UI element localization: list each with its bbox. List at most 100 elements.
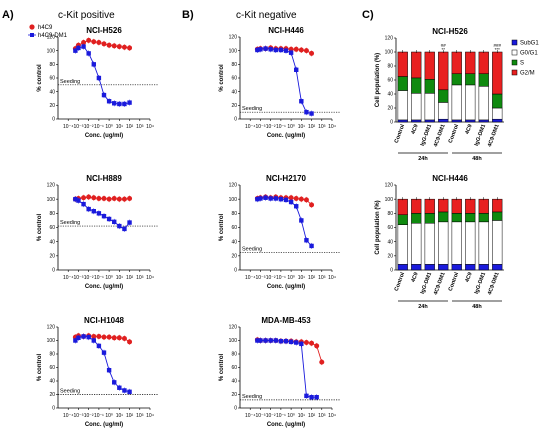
data-point-h4c9: [116, 335, 122, 341]
seeding-label: Seeding: [60, 389, 80, 395]
y-tick-label: 0: [52, 406, 55, 412]
bar-segment-g2m: [424, 198, 435, 214]
bar-segment-s: [465, 213, 476, 223]
panel-a-letter: A): [2, 9, 14, 21]
x-tick-label: 10⁻⁴: [245, 124, 255, 130]
data-point-h4c9-dm1: [86, 51, 91, 56]
x-tick-label: 10³: [318, 413, 326, 419]
y-tick-label: 60: [231, 365, 237, 371]
y-tick-label: 100: [229, 48, 238, 54]
category-label: 4C9-DM1: [433, 272, 447, 296]
bar-segment-g2m: [424, 51, 435, 80]
bar-segment-g2m: [451, 198, 462, 214]
x-tick-label: 10⁻⁴: [63, 413, 73, 419]
data-point-h4c9: [106, 196, 112, 202]
bar-segment-subg1: [438, 264, 449, 271]
data-point-h4c9-dm1: [288, 339, 294, 345]
bar-segment-s: [451, 213, 462, 223]
data-point-h4c9-dm1: [76, 335, 81, 340]
chart-title: NCI-H889: [86, 174, 122, 183]
bar-segment-g0g1: [411, 93, 422, 121]
seeding-label: Seeding: [60, 220, 80, 226]
x-tick-label: 10⁻¹: [94, 275, 104, 281]
x-tick-label: 10³: [136, 413, 144, 419]
y-tick-label: 40: [387, 92, 393, 98]
chart-c_h446: NCI-H446 0 20 40 60 80 100 120 Cell population (…: [375, 174, 504, 310]
chart-h889: NCI-H889 0 20 40 60 80 100 120 % control 10⁻⁴ 10⁻³…: [37, 174, 158, 290]
data-point-h4c9-dm1: [117, 385, 122, 390]
x-tick-label: 10⁻³: [74, 275, 84, 281]
x-tick-label: 10⁰: [287, 275, 295, 281]
data-point-h4c9-dm1: [91, 209, 96, 214]
y-tick-label: 100: [47, 48, 56, 54]
data-point-h4c9-dm1: [263, 195, 268, 200]
y-tick-label: 80: [49, 352, 55, 358]
panel-a-title: c-Kit positive: [58, 10, 115, 21]
data-point-h4c9-dm1: [96, 343, 102, 349]
category-label: Control: [394, 271, 406, 292]
y-tick-label: 40: [387, 239, 393, 245]
bar-segment-s: [492, 93, 503, 109]
x-tick-label: 10¹: [116, 413, 124, 419]
bar-segment-g0g1: [492, 107, 503, 120]
data-point-h4c9-dm1: [258, 196, 263, 201]
data-point-h4c9: [309, 202, 315, 208]
category-label: IgG-DM1: [420, 272, 433, 295]
category-label: IgG-DM1: [420, 124, 433, 147]
y-tick-label: 120: [229, 325, 238, 331]
data-point-h4c9: [81, 195, 87, 201]
chart-h526: NCI-H526 0 20 40 60 80 100 120 % control 10⁻⁴ 10⁻³…: [37, 26, 158, 139]
x-tick-label: 10⁰: [287, 413, 295, 419]
bar-segment-g2m: [397, 51, 408, 77]
data-point-h4c9: [106, 334, 112, 340]
y-tick-label: 100: [385, 197, 394, 203]
y-tick-label: 40: [49, 379, 55, 385]
legend-label: S: [520, 61, 524, 67]
legend-cell-cycle: SubG1 G0/G1 S G2/M: [511, 39, 539, 77]
category-label: 4C9-DM1: [487, 124, 501, 148]
x-tick-label: 10⁻⁴: [245, 275, 255, 281]
category-label: IgG-DM1: [474, 272, 487, 295]
data-point-h4c9-dm1: [127, 389, 132, 394]
data-point-h4c9-dm1: [309, 395, 314, 400]
x-tick-label: 10⁻¹: [276, 275, 286, 281]
data-point-h4c9: [86, 37, 92, 43]
bar-segment-g2m: [478, 51, 489, 74]
bar-segment-subg1: [465, 264, 476, 271]
data-point-h4c9: [96, 195, 102, 201]
y-tick-label: 120: [47, 183, 56, 189]
bar-segment-g2m: [438, 51, 449, 91]
x-tick-label: 10⁻¹: [94, 413, 104, 419]
x-tick-label: 10⁻³: [74, 413, 84, 419]
legend-dose-response: h4C9 h4C9-DM1: [28, 24, 68, 39]
bar-segment-subg1: [411, 119, 422, 123]
data-point-h4c9: [298, 47, 304, 53]
y-tick-label: 40: [231, 239, 237, 245]
category-label: 4C9: [411, 124, 420, 136]
x-tick-label: 10⁻⁴: [63, 275, 73, 281]
x-tick-label: 10⁻¹: [94, 124, 104, 130]
data-point-h4c9-dm1: [278, 338, 284, 344]
bar-segment-g0g1: [397, 224, 408, 265]
data-point-h4c9-dm1: [273, 196, 278, 201]
x-tick-label: 10⁰: [105, 124, 113, 130]
data-point-h4c9-dm1: [76, 45, 81, 51]
y-tick-label: 20: [49, 392, 55, 398]
bar-segment-g0g1: [438, 102, 449, 120]
y-tick-label: 80: [231, 352, 237, 358]
x-tick-label: 10⁴: [146, 275, 154, 281]
x-tick-label: 10²: [308, 124, 316, 130]
group-label: 24h: [418, 304, 428, 310]
bar-segment-s: [411, 213, 422, 224]
legend-h4c9-marker: [29, 24, 35, 30]
data-point-h4c9-dm1: [258, 338, 263, 343]
bar-segment-g0g1: [451, 221, 462, 265]
legend-swatch: [511, 69, 518, 76]
data-point-h4c9: [106, 42, 112, 48]
x-tick-label: 10⁻³: [256, 124, 266, 130]
bar-segment-subg1: [492, 264, 503, 271]
series-line-h4c9-dm1: [75, 335, 130, 393]
category-label: 4C9: [465, 124, 474, 136]
significance-mark: ***: [495, 47, 501, 52]
x-axis-label: Conc. (ug/ml): [267, 422, 305, 428]
